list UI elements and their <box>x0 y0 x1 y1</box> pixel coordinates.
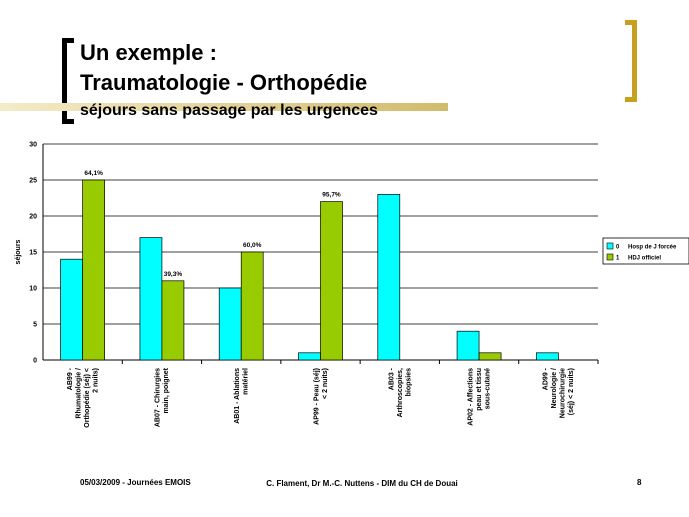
slide-title-line1: Un exemple : <box>80 40 217 65</box>
bar <box>139 237 163 361</box>
x-tick-label: AB07 - Chirurgies main, poignet <box>155 367 171 427</box>
bar <box>60 258 83 361</box>
footer-page-number: 8 <box>637 478 642 487</box>
x-tick-label: AB01 - Ablations matériel <box>234 368 250 424</box>
legend-box <box>602 237 689 265</box>
y-axis-label: séjours <box>15 239 22 264</box>
right-bracket-decoration <box>625 20 637 102</box>
footer-date-event: 05/03/2009 - Journées EMOIS <box>80 478 191 487</box>
y-tick-label: 5 <box>33 322 37 329</box>
bar <box>456 330 480 361</box>
bar <box>240 251 264 361</box>
legend-key: 1 <box>616 256 620 262</box>
x-tick-label: AP99 - Peau (séj) < 2 nuits) <box>313 368 329 425</box>
y-tick-label: 30 <box>29 142 37 149</box>
y-tick-label: 25 <box>29 178 37 185</box>
legend-label: HDJ officiel <box>628 256 661 262</box>
bar <box>478 352 502 361</box>
footer-authors: C. Flament, Dr M.-C. Nuttens - DIM du CH… <box>266 479 458 488</box>
bar <box>298 352 321 361</box>
x-tick-label: AP02 - Affections peau et tissu sous-cutan… <box>468 368 492 426</box>
bar <box>320 201 343 361</box>
bar <box>82 179 105 361</box>
data-label: 39,3% <box>164 271 183 278</box>
legend-key: 0 <box>616 245 620 251</box>
data-label: 64,1% <box>84 170 103 177</box>
bar <box>218 287 242 361</box>
bar <box>377 194 401 361</box>
data-label: 60,0% <box>243 242 262 249</box>
bar <box>536 352 559 361</box>
legend-swatch <box>606 242 614 250</box>
bar <box>161 280 185 361</box>
slide-subtitle: séjours sans passage par les urgences <box>80 102 378 119</box>
slide-title-line2: Traumatologie - Orthopédie <box>80 70 368 95</box>
y-tick-label: 0 <box>33 358 37 365</box>
legend-label: Hosp de J forcée <box>628 245 677 251</box>
data-label: 95,7% <box>322 192 341 199</box>
x-tick-label: AB03 - Arthroscopies, biopsies <box>388 367 412 417</box>
x-tick-label: AD99 - Neurologie / Neurochirurgie (séj) < … <box>543 367 576 418</box>
left-bracket-decoration <box>62 38 74 124</box>
y-tick-label: 15 <box>29 250 37 257</box>
legend-swatch <box>606 253 614 261</box>
y-tick-label: 20 <box>29 214 37 221</box>
gold-divider-bar <box>0 103 448 111</box>
y-tick-label: 10 <box>29 286 37 293</box>
x-tick-label: AB99 - Rhumatologie / Orthopédie (séj) <2 … <box>67 367 100 427</box>
